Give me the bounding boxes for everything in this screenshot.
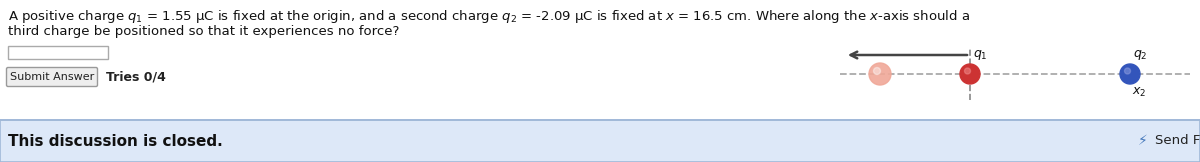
Text: This discussion is closed.: This discussion is closed.: [8, 133, 223, 149]
Text: $q_1$: $q_1$: [973, 48, 988, 62]
Text: ⚡: ⚡: [1139, 134, 1148, 148]
Circle shape: [960, 64, 980, 84]
FancyBboxPatch shape: [8, 46, 108, 59]
Text: $x_2$: $x_2$: [1132, 86, 1146, 99]
Circle shape: [1120, 64, 1140, 84]
Text: A positive charge $q_1$ = 1.55 μC is fixed at the origin, and a second charge $q: A positive charge $q_1$ = 1.55 μC is fix…: [8, 8, 970, 25]
Text: $q_2$: $q_2$: [1133, 48, 1147, 62]
Text: Tries 0/4: Tries 0/4: [106, 70, 166, 83]
Circle shape: [874, 68, 881, 75]
Circle shape: [869, 63, 890, 85]
Text: Submit Answer: Submit Answer: [10, 72, 94, 82]
FancyBboxPatch shape: [6, 68, 97, 87]
FancyBboxPatch shape: [0, 120, 1200, 162]
Text: Send Feedback: Send Feedback: [1154, 134, 1200, 147]
Circle shape: [1124, 68, 1130, 74]
Text: third charge be positioned so that it experiences no force?: third charge be positioned so that it ex…: [8, 25, 400, 38]
Circle shape: [965, 68, 971, 74]
